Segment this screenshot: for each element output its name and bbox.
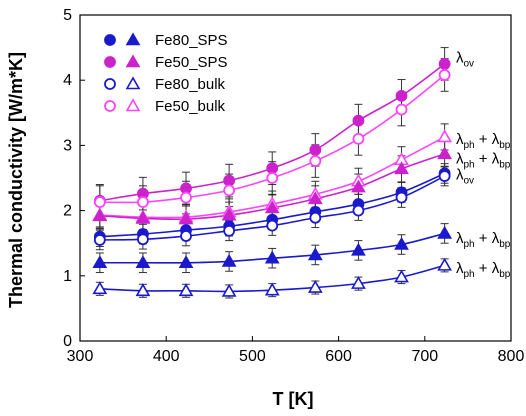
x-tick-label: 600 bbox=[325, 348, 352, 365]
legend-label: Fe50_bulk bbox=[155, 98, 226, 115]
data-point-triangle bbox=[307, 191, 323, 205]
data-point-triangle bbox=[178, 255, 194, 269]
plot-border bbox=[79, 14, 512, 342]
data-point-triangle bbox=[221, 207, 237, 221]
lambda-label: λph + λbp bbox=[456, 131, 511, 151]
y-tick-label: 5 bbox=[63, 7, 72, 24]
data-point-triangle bbox=[221, 253, 237, 267]
data-point-circle bbox=[137, 196, 149, 209]
data-point-circle bbox=[352, 204, 365, 217]
legend-triangle-marker bbox=[125, 76, 141, 90]
data-point-circle bbox=[93, 234, 106, 246]
data-point-circle bbox=[395, 103, 408, 116]
data-point-triangle bbox=[351, 276, 366, 289]
data-point-triangle bbox=[92, 208, 108, 222]
lambda-label: λov bbox=[456, 167, 474, 187]
data-point-triangle bbox=[92, 255, 108, 269]
x-tick-label: 500 bbox=[239, 348, 266, 365]
legend-circle-marker bbox=[104, 78, 116, 90]
data-point-triangle bbox=[437, 257, 453, 271]
data-point-circle bbox=[266, 172, 279, 184]
data-point-circle bbox=[223, 224, 236, 237]
data-point-triangle bbox=[178, 283, 194, 297]
legend-label: Fe80_SPS bbox=[155, 32, 228, 49]
data-point-triangle bbox=[264, 282, 280, 296]
data-point-circle bbox=[223, 174, 236, 187]
data-point-circle bbox=[395, 89, 408, 102]
data-point-triangle bbox=[264, 250, 280, 264]
data-point-circle bbox=[180, 191, 192, 204]
data-point-circle bbox=[266, 162, 279, 175]
x-tick-label: 300 bbox=[67, 348, 94, 365]
data-point-triangle bbox=[394, 269, 409, 283]
data-point-circle bbox=[137, 233, 149, 246]
y-tick-label: 4 bbox=[63, 72, 72, 89]
data-point-circle bbox=[93, 196, 106, 209]
legend-triangle-marker bbox=[125, 54, 141, 68]
lambda-label: λov bbox=[456, 49, 474, 69]
data-point-triangle bbox=[92, 281, 108, 295]
y-tick-label: 2 bbox=[63, 203, 72, 220]
data-point-circle bbox=[266, 219, 279, 232]
legend-circle-marker bbox=[104, 56, 116, 68]
data-point-circle bbox=[180, 230, 192, 242]
data-point-circle bbox=[352, 132, 365, 145]
y-tick-label: 3 bbox=[63, 137, 72, 154]
data-point-circle bbox=[223, 184, 236, 197]
data-point-triangle bbox=[394, 236, 409, 250]
legend-circle-marker bbox=[104, 34, 116, 46]
legend-triangle-marker bbox=[125, 32, 141, 46]
x-tick-label: 700 bbox=[411, 348, 438, 365]
data-point-circle bbox=[395, 191, 408, 204]
data-point-circle bbox=[309, 155, 322, 167]
data-point-triangle bbox=[394, 161, 409, 175]
legend: Fe80_SPS Fe50_SPS Fe80_bulk Fe50_bulk bbox=[104, 32, 228, 115]
legend-circle-marker bbox=[104, 100, 116, 112]
data-point-triangle bbox=[307, 247, 323, 261]
data-point-triangle bbox=[351, 242, 366, 256]
lambda-label: λph + λbp bbox=[456, 230, 511, 250]
legend-label: Fe80_bulk bbox=[155, 76, 226, 93]
data-point-triangle bbox=[307, 279, 323, 293]
lambda-label: λph + λbp bbox=[456, 260, 511, 280]
data-point-triangle bbox=[135, 283, 151, 297]
data-point-circle bbox=[309, 144, 322, 156]
data-point-circle bbox=[438, 69, 451, 81]
data-point-circle bbox=[438, 58, 451, 70]
lambda-label: λph + λbp bbox=[456, 150, 511, 170]
y-tick-label: 1 bbox=[63, 268, 72, 285]
data-point-triangle bbox=[178, 211, 194, 225]
y-axis-title: Thermal conductivity [W/m*K] bbox=[6, 52, 26, 308]
plot-frame bbox=[79, 14, 512, 342]
data-point-circle bbox=[309, 211, 322, 224]
x-axis-title: T [K] bbox=[273, 389, 314, 409]
data-point-triangle bbox=[264, 200, 280, 214]
data-point-triangle bbox=[135, 210, 151, 224]
data-point-triangle bbox=[135, 255, 151, 269]
y-tick-label: 0 bbox=[63, 333, 72, 350]
data-point-triangle bbox=[437, 129, 453, 143]
axis-ticks: 300 400 500 600 700 800 0 1 2 3 4 5 bbox=[63, 7, 524, 365]
data-point-circle bbox=[438, 170, 451, 182]
data-markers bbox=[92, 58, 453, 297]
data-point-triangle bbox=[437, 225, 453, 239]
legend-triangle-marker bbox=[125, 98, 141, 112]
data-point-triangle bbox=[437, 146, 453, 160]
legend-label: Fe50_SPS bbox=[155, 54, 228, 71]
x-tick-label: 400 bbox=[153, 348, 180, 365]
data-point-triangle bbox=[221, 283, 237, 297]
data-point-triangle bbox=[351, 179, 366, 193]
data-point-circle bbox=[352, 114, 365, 127]
x-tick-label: 800 bbox=[498, 348, 525, 365]
